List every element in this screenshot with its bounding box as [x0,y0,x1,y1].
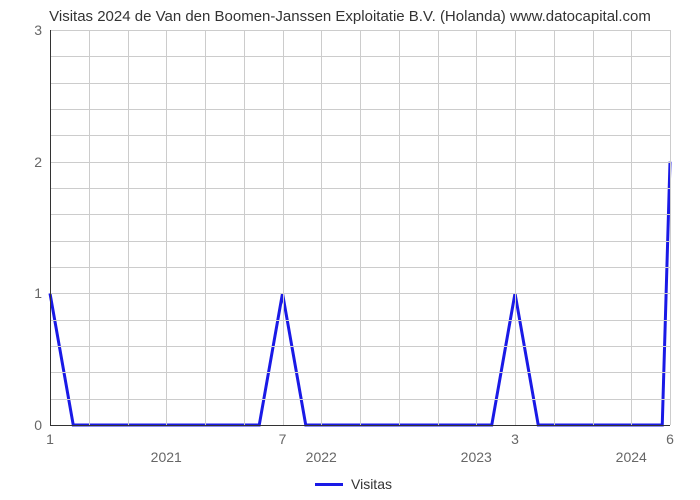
y-tick-label: 3 [22,22,42,38]
gridline-vertical [244,30,245,425]
gridline-vertical [593,30,594,425]
legend-swatch [315,483,343,486]
gridline-horizontal [50,267,670,268]
gridline-vertical [515,30,516,425]
y-tick-label: 2 [22,154,42,170]
gridline-horizontal [50,135,670,136]
gridline-horizontal [50,320,670,321]
gridline-horizontal [50,214,670,215]
axis-value-label: 1 [46,431,54,447]
gridline-vertical [321,30,322,425]
gridline-horizontal [50,293,670,294]
y-axis-line [50,30,51,425]
gridline-horizontal [50,188,670,189]
axis-value-label: 3 [511,431,519,447]
plot-area [50,30,670,425]
gridline-vertical [554,30,555,425]
gridline-vertical [166,30,167,425]
x-tick-label: 2021 [151,449,182,465]
x-axis-line [50,425,670,426]
gridline-vertical [283,30,284,425]
gridline-vertical [360,30,361,425]
gridline-vertical [89,30,90,425]
axis-value-label: 7 [279,431,287,447]
gridline-horizontal [50,241,670,242]
gridline-horizontal [50,399,670,400]
gridline-vertical [205,30,206,425]
gridline-vertical [438,30,439,425]
gridline-horizontal [50,109,670,110]
legend-label: Visitas [351,476,392,492]
x-tick-label: 2024 [616,449,647,465]
gridline-vertical [128,30,129,425]
legend: Visitas [315,476,392,492]
gridline-horizontal [50,83,670,84]
x-tick-label: 2023 [461,449,492,465]
gridline-vertical [399,30,400,425]
y-tick-label: 1 [22,285,42,301]
y-tick-label: 0 [22,417,42,433]
gridline-vertical [670,30,671,425]
gridline-horizontal [50,162,670,163]
gridline-vertical [631,30,632,425]
gridline-horizontal [50,56,670,57]
gridline-horizontal [50,346,670,347]
x-tick-label: 2022 [306,449,337,465]
gridline-horizontal [50,30,670,31]
chart-title: Visitas 2024 de Van den Boomen-Janssen E… [0,8,700,25]
axis-value-label: 6 [666,431,674,447]
gridline-horizontal [50,372,670,373]
gridline-vertical [476,30,477,425]
chart-container: Visitas 2024 de Van den Boomen-Janssen E… [0,0,700,500]
